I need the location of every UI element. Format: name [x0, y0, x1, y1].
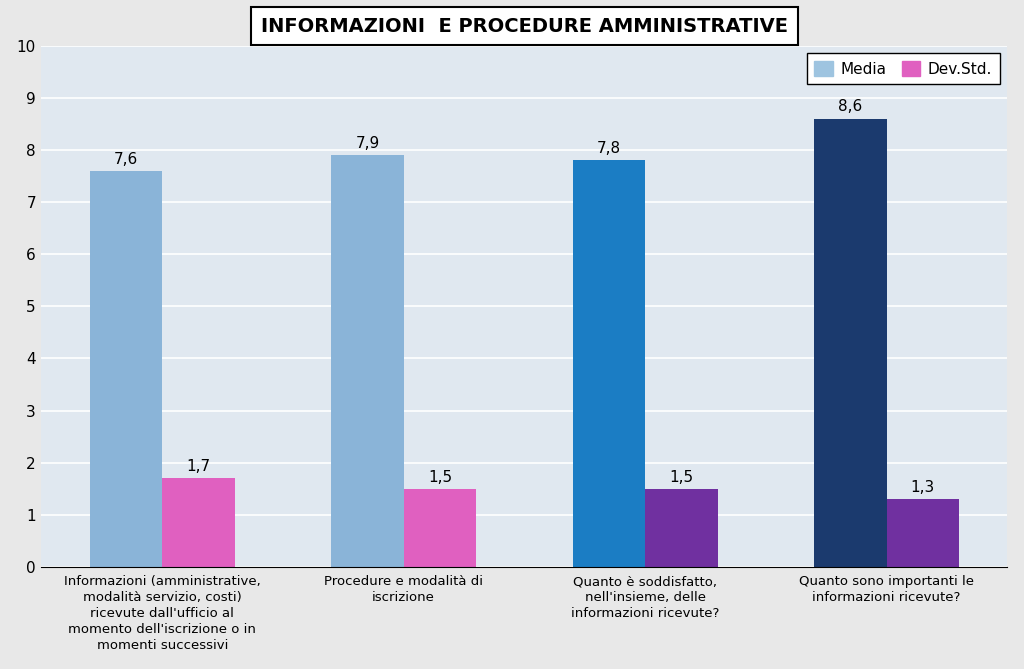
Bar	[887, 499, 959, 567]
Bar	[403, 489, 476, 567]
Bar	[331, 155, 403, 567]
Bar	[162, 478, 234, 567]
Text: 1,7: 1,7	[186, 459, 211, 474]
Text: 7,6: 7,6	[114, 152, 138, 167]
Text: 8,6: 8,6	[839, 100, 862, 114]
Text: 1,5: 1,5	[428, 470, 452, 484]
Text: 1,5: 1,5	[670, 470, 693, 484]
Legend: Media, Dev.Std.: Media, Dev.Std.	[807, 54, 999, 84]
Text: 7,8: 7,8	[597, 141, 621, 156]
Bar	[814, 118, 887, 567]
Bar	[645, 489, 718, 567]
Bar	[90, 171, 162, 567]
Bar	[572, 161, 645, 567]
Text: 7,9: 7,9	[355, 136, 380, 151]
Text: 1,3: 1,3	[910, 480, 935, 495]
Title: INFORMAZIONI  E PROCEDURE AMMINISTRATIVE: INFORMAZIONI E PROCEDURE AMMINISTRATIVE	[261, 17, 787, 35]
